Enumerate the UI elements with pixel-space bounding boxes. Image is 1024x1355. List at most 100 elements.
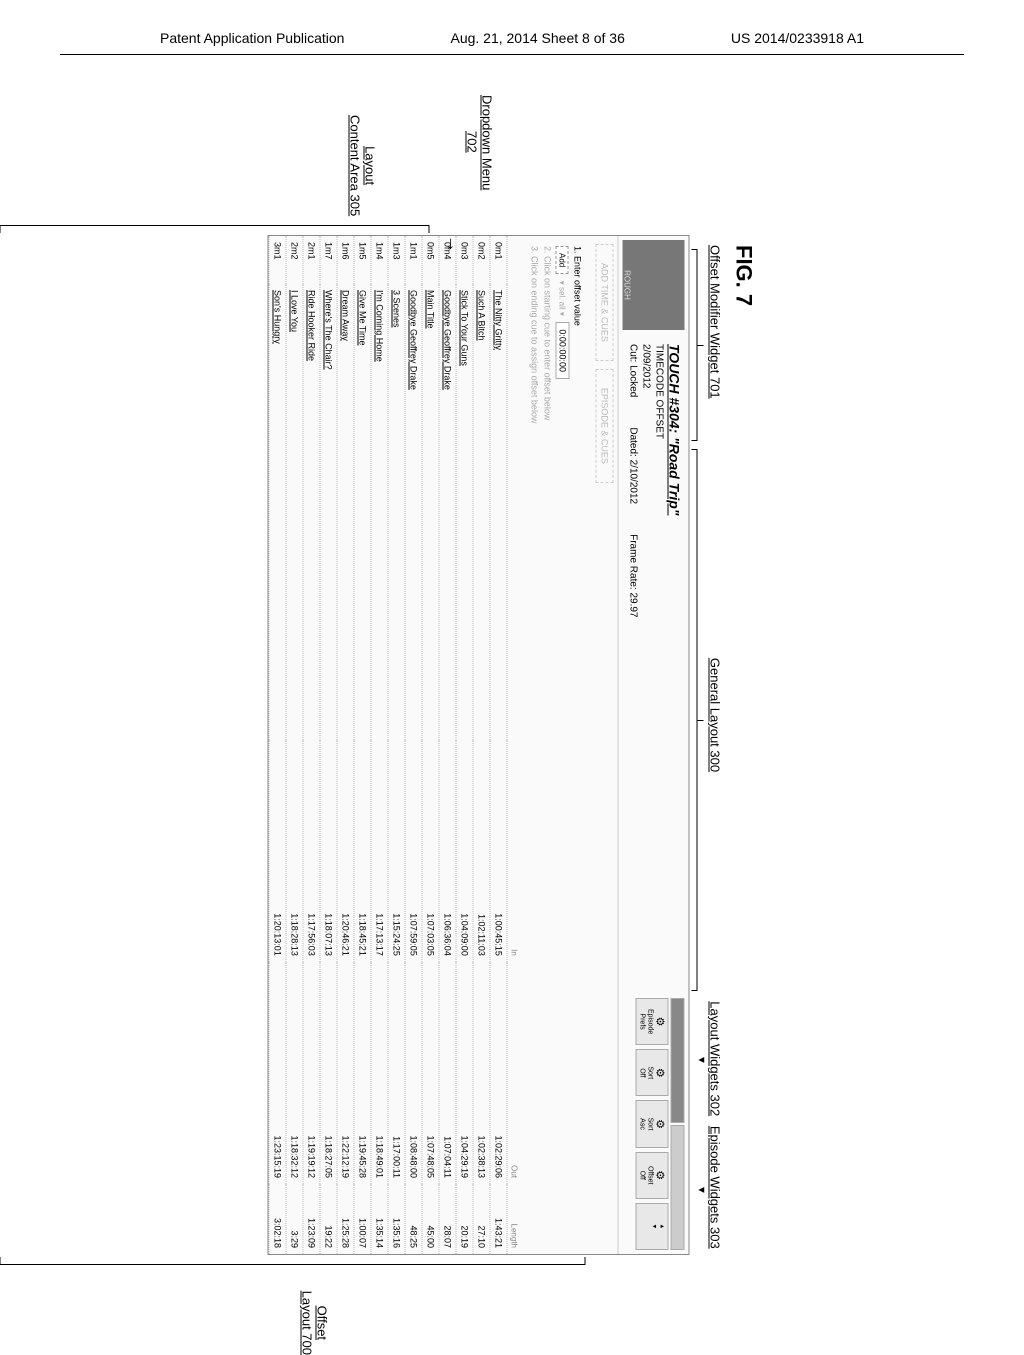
app-panel: ROUGH TOUCH #304: "Road Trip" TIMECODE O…: [268, 235, 690, 1255]
offset-steps: 1. Enter offset value Add ▾ sel. all ▾ 0…: [521, 236, 592, 1254]
table-row[interactable]: 1m5Give Me Time1:18:45:211:19:45:281:00:…: [354, 236, 371, 1254]
layout-tab[interactable]: [671, 1125, 685, 1250]
table-row[interactable]: 0m1The Nitty Gritty1:00:45:151:02:29:061…: [490, 236, 507, 1254]
cell-out: 1:18:32:12: [286, 962, 303, 1184]
hdr-left: Patent Application Publication: [160, 30, 344, 46]
offset-input[interactable]: 0:00:00:00: [556, 322, 570, 379]
offset-off-button[interactable]: OffsetOff: [635, 1152, 668, 1199]
prefs-button[interactable]: EpisodePrefs: [635, 998, 668, 1045]
table-row[interactable]: 1m1Goodbye Geoffrey Drake1:07:59:051:08:…: [405, 236, 422, 1254]
cell-length: 20:19: [456, 1184, 473, 1254]
cell-cue: 0m2: [473, 236, 490, 284]
cell-in: 1:02:11:03: [473, 740, 490, 962]
cell-in: 1:00:45:15: [490, 740, 507, 962]
bracket-right: [0, 1257, 586, 1265]
cell-cue: 3m1: [269, 236, 286, 284]
subtitle-1: TIMECODE OFFSET: [654, 344, 665, 984]
cell-cue: 1m3: [388, 236, 405, 284]
cell-length: 27:10: [473, 1184, 490, 1254]
ghost-buttons: ADD TIME & CUES EPISODE & CUES: [592, 236, 618, 1254]
figure-container: FIG. 7 Offset Modifier Widget 701 Genera…: [268, 235, 757, 1255]
cell-title[interactable]: Goodbye Geoffrey Drake: [439, 284, 456, 740]
cell-in: 1:20:13:01: [269, 740, 286, 962]
table-row[interactable]: 0m2Such A Bitch1:02:11:031:02:38:1327:10: [473, 236, 490, 1254]
cell-out: 1:19:45:28: [354, 962, 371, 1184]
updown-button[interactable]: ▴▾: [635, 1203, 668, 1250]
cell-cue: 1m1: [405, 236, 422, 284]
cell-title[interactable]: Where's The Chair?: [320, 284, 337, 740]
subtitle-2: 2/09/2012: [641, 344, 652, 984]
cell-in: 1:04:09:00: [456, 740, 473, 962]
table-row[interactable]: 1m4I'm Coming Home1:17:13:171:18:49:011:…: [371, 236, 388, 1254]
hdr-center: Aug. 21, 2014 Sheet 8 of 36: [450, 30, 624, 46]
col-out: Out: [507, 962, 521, 1184]
table-row[interactable]: 2m2I Love You1:18:28:131:18:32:123:29: [286, 236, 303, 1254]
cell-length: 1:00:07: [354, 1184, 371, 1254]
mode-dropdown[interactable]: Add: [556, 246, 569, 274]
cell-title[interactable]: Dream Away: [337, 284, 354, 740]
cell-title[interactable]: Stick To Your Guns: [456, 284, 473, 740]
lbl-dropdown-menu: Dropdown Menu 702: [465, 95, 495, 190]
cell-out: 1:19:19:12: [303, 962, 320, 1184]
cell-in: 1:18:07:13: [320, 740, 337, 962]
table-row[interactable]: 0m5Main Title1:07:03:051:07:48:0545:00: [422, 236, 439, 1254]
cell-length: 45:00: [422, 1184, 439, 1254]
table-row[interactable]: 3m1Son's Hungry1:20:13:011:23:15:193:02:…: [269, 236, 286, 1254]
header-row: ROUGH TOUCH #304: "Road Trip" TIMECODE O…: [618, 236, 689, 1254]
cell-title[interactable]: Give Me Time: [354, 284, 371, 740]
cell-in: 1:17:56:03: [303, 740, 320, 962]
col-title: [507, 284, 521, 740]
header-meta: TOUCH #304: "Road Trip" TIMECODE OFFSET …: [619, 334, 689, 994]
dd-hint: ▾ sel. all ▾: [558, 281, 567, 316]
cell-title[interactable]: Goodbye Geoffrey Drake: [405, 284, 422, 740]
table-row[interactable]: 0m4Goodbye Geoffrey Drake1:06:36:041:07:…: [439, 236, 456, 1254]
cell-title[interactable]: I'm Coming Home: [371, 284, 388, 740]
cell-out: 1:18:27:05: [320, 962, 337, 1184]
top-callouts: Offset Modifier Widget 701 General Layou…: [708, 235, 723, 1255]
cell-cue: 2m1: [303, 236, 320, 284]
cell-length: 1:35:14: [371, 1184, 388, 1254]
cell-title[interactable]: Ride Hooker Ride: [303, 284, 320, 740]
ghost-episode-cues[interactable]: EPISODE & CUES: [596, 369, 614, 483]
col-in: In: [507, 740, 521, 962]
layout-tab[interactable]: [671, 998, 685, 1123]
cell-length: 1:35:16: [388, 1184, 405, 1254]
table-row[interactable]: 1m7Where's The Chair?1:18:07:131:18:27:0…: [320, 236, 337, 1254]
cell-title[interactable]: Main Title: [422, 284, 439, 740]
bracket-left: [0, 225, 430, 233]
cell-cue: 1m7: [320, 236, 337, 284]
cell-length: 1:43:21: [490, 1184, 507, 1254]
ghost-add-time[interactable]: ADD TIME & CUES: [596, 244, 614, 361]
table-row[interactable]: 1m6Dream Away1:20:46:211:22:12:191:25:28: [337, 236, 354, 1254]
cell-out: 1:02:29:06: [490, 962, 507, 1184]
sort-asc-button[interactable]: SortAsc: [635, 1100, 668, 1147]
cell-length: 48:25: [405, 1184, 422, 1254]
top-brackets: ▼ ▼: [690, 235, 704, 1255]
cell-out: 1:22:12:19: [337, 962, 354, 1184]
cell-out: 1:04:29:19: [456, 962, 473, 1184]
cell-out: 1:18:49:01: [371, 962, 388, 1184]
thumbnail: ROUGH: [623, 240, 685, 330]
cell-in: 1:15:24:25: [388, 740, 405, 962]
cue-table: In Out Length 0m1The Nitty Gritty1:00:45…: [269, 236, 521, 1254]
cell-title[interactable]: Son's Hungry: [269, 284, 286, 740]
cell-title[interactable]: Such A Bitch: [473, 284, 490, 740]
episode-title: TOUCH #304: "Road Trip": [667, 344, 683, 984]
cell-length: 1:23:09: [303, 1184, 320, 1254]
lbl-layout-content: LayoutContent Area 305: [348, 115, 378, 216]
cell-length: 28:07: [439, 1184, 456, 1254]
step-3: 3. Click on ending cue to assign offset …: [530, 246, 540, 1244]
table-row[interactable]: 1m33 Scenes1:15:24:251:17:00:111:35:16: [388, 236, 405, 1254]
cell-title[interactable]: The Nitty Gritty: [490, 284, 507, 740]
meta-line: Cut: LockedDated: 2/10/2012Frame Rate: 2…: [628, 344, 639, 984]
lbl-offset-layout: OffsetLayout 700: [300, 1291, 330, 1355]
hdr-right: US 2014/0233918 A1: [731, 30, 864, 46]
col-length: Length: [507, 1184, 521, 1254]
table-row[interactable]: 2m1Ride Hooker Ride1:17:56:031:19:19:121…: [303, 236, 320, 1254]
cell-out: 1:23:15:19: [269, 962, 286, 1184]
sort-off-button[interactable]: SortOff: [635, 1049, 668, 1096]
cell-title[interactable]: I Love You: [286, 284, 303, 740]
cell-out: 1:07:04:11: [439, 962, 456, 1184]
table-row[interactable]: 0m3Stick To Your Guns1:04:09:001:04:29:1…: [456, 236, 473, 1254]
cell-title[interactable]: 3 Scenes: [388, 284, 405, 740]
